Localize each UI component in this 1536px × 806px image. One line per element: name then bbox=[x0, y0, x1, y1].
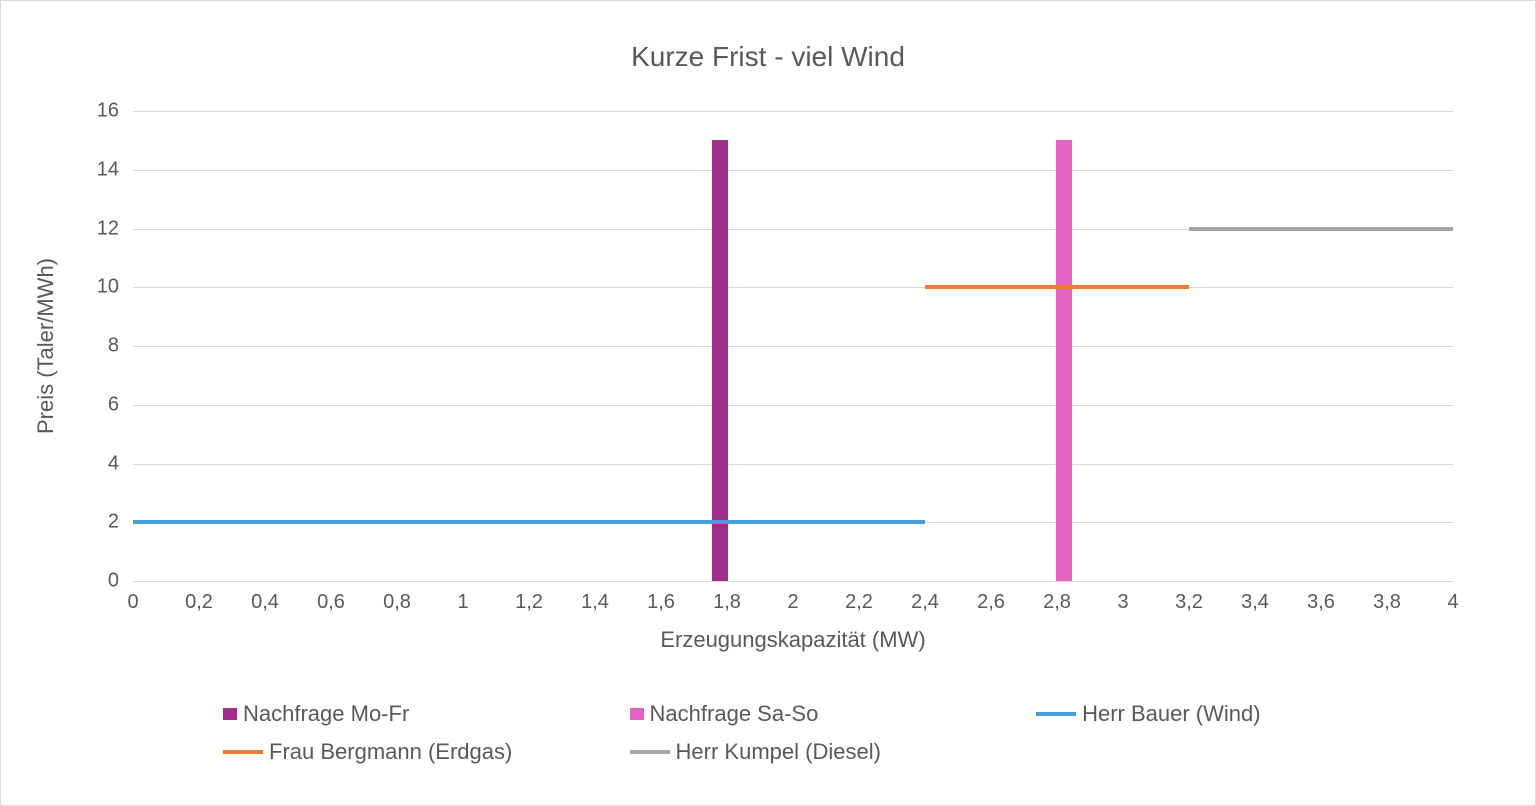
x-tick-label: 3,8 bbox=[1373, 581, 1401, 614]
x-tick-label: 3,2 bbox=[1175, 581, 1203, 614]
gridline bbox=[133, 405, 1453, 406]
x-tick-label: 2,2 bbox=[845, 581, 873, 614]
legend-item: Nachfrage Sa-So bbox=[630, 701, 1037, 727]
x-tick-label: 0 bbox=[127, 581, 138, 614]
x-tick-label: 0,4 bbox=[251, 581, 279, 614]
x-tick-label: 0,6 bbox=[317, 581, 345, 614]
legend-item: Herr Kumpel (Diesel) bbox=[630, 739, 1037, 765]
x-tick-label: 0,8 bbox=[383, 581, 411, 614]
x-tick-label: 1,8 bbox=[713, 581, 741, 614]
series-herr-bauer-(wind) bbox=[133, 520, 925, 524]
series-nachfrage-sa-so bbox=[1056, 140, 1072, 581]
x-tick-label: 2,8 bbox=[1043, 581, 1071, 614]
x-tick-label: 3,6 bbox=[1307, 581, 1335, 614]
legend-item: Frau Bergmann (Erdgas) bbox=[223, 739, 630, 765]
x-tick-label: 2 bbox=[787, 581, 798, 614]
x-tick-label: 2,6 bbox=[977, 581, 1005, 614]
y-axis-title: Preis (Taler/MWh) bbox=[33, 258, 59, 434]
y-tick-label: 8 bbox=[108, 335, 133, 358]
y-tick-label: 4 bbox=[108, 452, 133, 475]
gridline bbox=[133, 170, 1453, 171]
x-tick-label: 3,4 bbox=[1241, 581, 1269, 614]
gridline bbox=[133, 346, 1453, 347]
y-tick-label: 12 bbox=[97, 217, 133, 240]
series-frau-bergmann-(erdgas) bbox=[925, 285, 1189, 289]
x-tick-label: 0,2 bbox=[185, 581, 213, 614]
legend-label: Frau Bergmann (Erdgas) bbox=[269, 739, 512, 765]
series-herr-kumpel-(diesel) bbox=[1189, 227, 1453, 231]
legend-label: Nachfrage Mo-Fr bbox=[243, 701, 409, 727]
legend-label: Herr Kumpel (Diesel) bbox=[676, 739, 881, 765]
x-axis-title: Erzeugungskapazität (MW) bbox=[133, 627, 1453, 653]
series-nachfrage-mo-fr bbox=[712, 140, 728, 581]
x-tick-label: 4 bbox=[1447, 581, 1458, 614]
y-tick-label: 16 bbox=[97, 100, 133, 123]
plot-area: 024681012141600,20,40,60,811,21,41,61,82… bbox=[133, 111, 1453, 581]
legend-label: Nachfrage Sa-So bbox=[650, 701, 819, 727]
y-tick-label: 10 bbox=[97, 276, 133, 299]
gridline bbox=[133, 287, 1453, 288]
x-tick-label: 2,4 bbox=[911, 581, 939, 614]
legend-item: Nachfrage Mo-Fr bbox=[223, 701, 630, 727]
x-tick-label: 1,2 bbox=[515, 581, 543, 614]
legend-swatch bbox=[223, 750, 263, 754]
legend-swatch bbox=[1036, 712, 1076, 716]
legend-item: Herr Bauer (Wind) bbox=[1036, 701, 1443, 727]
legend-swatch bbox=[223, 708, 237, 720]
x-tick-label: 3 bbox=[1117, 581, 1128, 614]
y-tick-label: 2 bbox=[108, 511, 133, 534]
y-tick-label: 6 bbox=[108, 393, 133, 416]
x-tick-label: 1 bbox=[457, 581, 468, 614]
legend-label: Herr Bauer (Wind) bbox=[1082, 701, 1260, 727]
legend: Nachfrage Mo-Fr Nachfrage Sa-So Herr Bauer… bbox=[223, 701, 1455, 777]
x-tick-label: 1,4 bbox=[581, 581, 609, 614]
x-tick-label: 1,6 bbox=[647, 581, 675, 614]
y-tick-label: 14 bbox=[97, 158, 133, 181]
legend-swatch bbox=[630, 750, 670, 754]
gridline bbox=[133, 111, 1453, 112]
legend-swatch bbox=[630, 708, 644, 720]
chart-container: Kurze Frist - viel Wind Preis (Taler/MWh… bbox=[1, 1, 1535, 805]
gridline bbox=[133, 464, 1453, 465]
chart-title: Kurze Frist - viel Wind bbox=[1, 41, 1535, 73]
